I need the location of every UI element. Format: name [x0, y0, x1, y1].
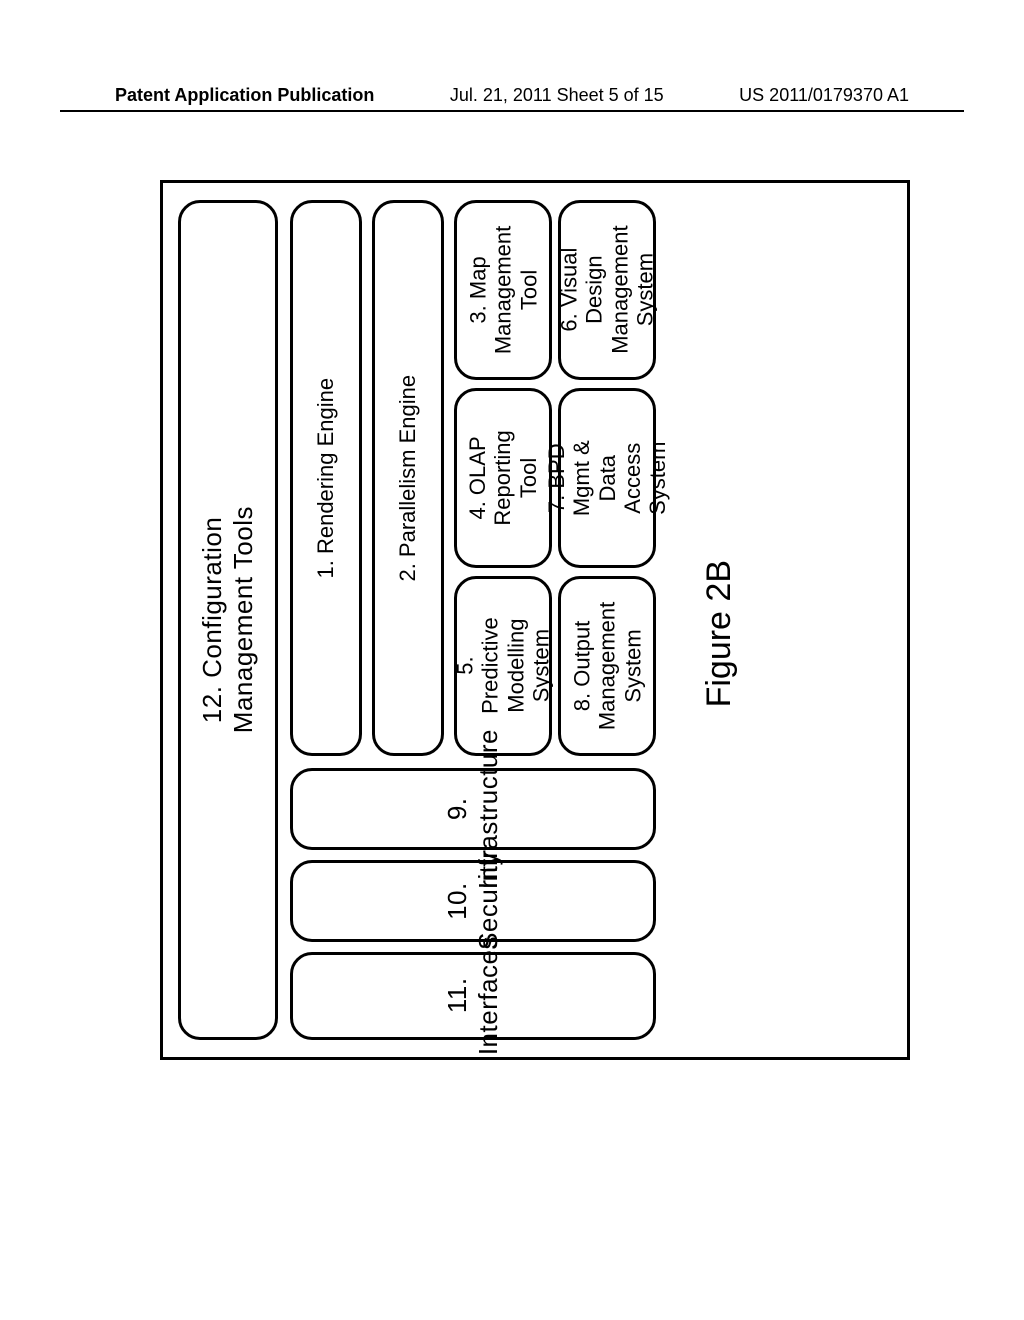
box-label-1: 1. Rendering Engine: [313, 378, 339, 579]
box-label-5: 5. PredictiveModellingSystem: [452, 618, 553, 715]
box-bpd-mgmt-data: 7. BPDMgmt & DataAccessSystem: [558, 388, 656, 568]
box-output-mgmt: 8. OutputManagementSystem: [558, 576, 656, 756]
header-rule: [60, 110, 964, 112]
box-map-mgmt-tool: 3. MapManagementTool: [454, 200, 552, 380]
header-left: Patent Application Publication: [115, 85, 374, 106]
box-rendering-engine: 1. Rendering Engine: [290, 200, 362, 756]
box-visual-design-mgmt: 6. VisualDesignManagementSystem: [558, 200, 656, 380]
box-parallelism-engine: 2. Parallelism Engine: [372, 200, 444, 756]
box-interfaces: 11. Interfaces: [290, 952, 656, 1040]
header-center: Jul. 21, 2011 Sheet 5 of 15: [450, 85, 664, 106]
box-label-2: 2. Parallelism Engine: [395, 375, 421, 582]
box-olap-reporting: 4. OLAPReportingTool: [454, 388, 552, 568]
diagram: 12. ConfigurationManagement Tools 1. Ren…: [160, 180, 910, 1060]
box-label-11: 11. Interfaces: [442, 936, 504, 1055]
box-infrastructure: 9. Infrastructure: [290, 768, 656, 850]
box-config-mgmt-tools: 12. ConfigurationManagement Tools: [178, 200, 278, 1040]
box-label-7: 7. BPDMgmt & DataAccessSystem: [544, 432, 670, 524]
box-label-6: 6. VisualDesignManagementSystem: [556, 226, 657, 354]
box-label-12: 12. ConfigurationManagement Tools: [197, 506, 259, 733]
box-label-3: 3. MapManagementTool: [465, 226, 541, 354]
box-label-8: 8. OutputManagementSystem: [569, 602, 645, 730]
header-right: US 2011/0179370 A1: [739, 85, 909, 106]
box-security: 10. Security: [290, 860, 656, 942]
box-label-4: 4. OLAPReportingTool: [465, 430, 541, 525]
page-header: Patent Application Publication Jul. 21, …: [0, 85, 1024, 106]
figure-label: Figure 2B: [700, 560, 739, 707]
